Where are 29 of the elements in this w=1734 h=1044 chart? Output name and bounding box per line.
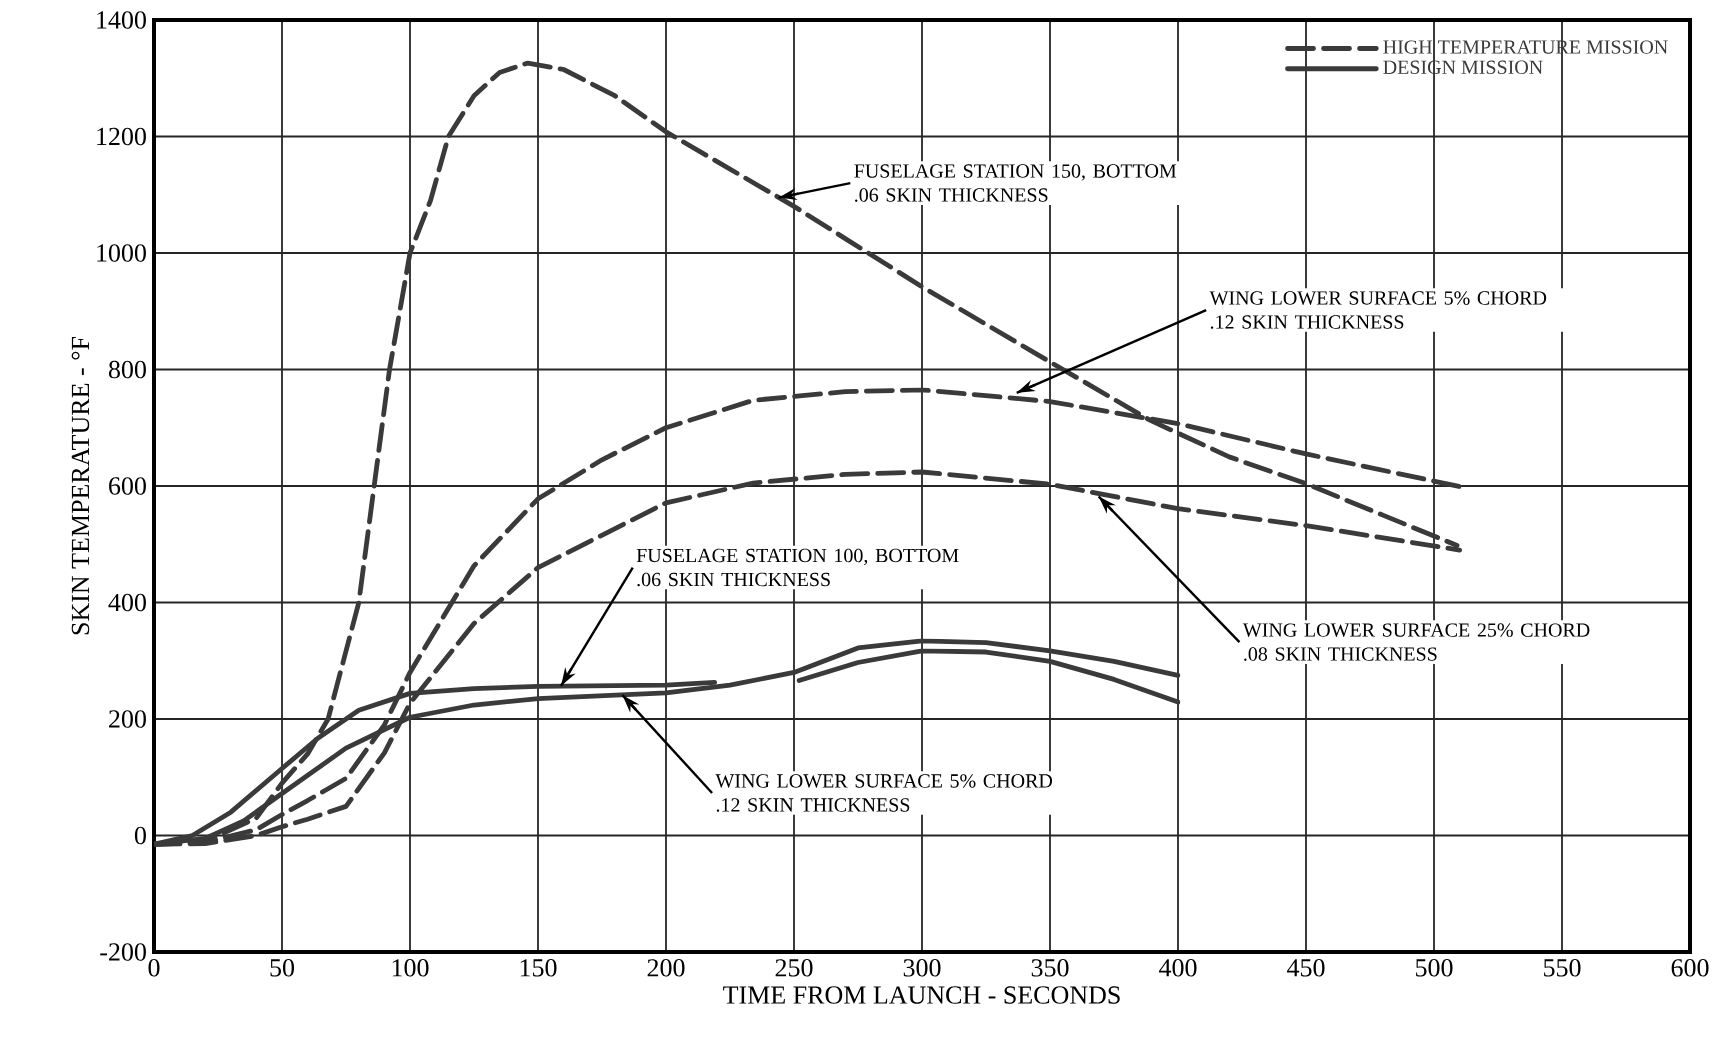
x-tick-label: 400	[1159, 959, 1197, 977]
y-tick-label: 1400	[97, 11, 146, 29]
x-tick-label: 600	[1671, 959, 1709, 977]
y-tick-label: 1200	[97, 127, 146, 146]
y-tick-label: 600	[109, 477, 146, 495]
x-tick-label: 200	[647, 959, 685, 977]
annotation: WING LOWER SURFACE 25% CHORD .08 SKIN THICKNESS	[1242, 623, 1590, 661]
annotation: WING LOWER SURFACE 5% CHORD .12 SKIN THICKNESS	[715, 774, 1053, 812]
y-tick-label: 400	[108, 593, 146, 612]
x-tick-label: 350	[1031, 959, 1069, 977]
y-tick-label: 1000	[97, 244, 146, 262]
annotation: FUSELAGE STATION 100, BOTTOM .06 SKIN THICKNESS	[636, 548, 959, 587]
x-tick-label: 50	[270, 959, 295, 977]
y-tick-label: 200	[109, 710, 146, 728]
x-tick-label: 500	[1416, 959, 1453, 977]
x-tick-label: 300	[903, 959, 941, 977]
x-tick-label: 250	[775, 959, 813, 977]
y-tick-label: 0	[134, 826, 146, 845]
x-axis-title: TIME FROM LAUNCH - SECONDS	[723, 986, 1120, 1004]
annotation: FUSELAGE STATION 150, BOTTOM .06 SKIN THICKNESS	[854, 164, 1177, 202]
y-tick-label: 800	[108, 360, 146, 379]
x-tick-label: 0	[148, 959, 160, 977]
y-tick-label: -200	[100, 943, 146, 961]
x-tick-label: 550	[1544, 959, 1581, 977]
x-tick-label: 450	[1287, 959, 1325, 977]
x-tick-label: 100	[392, 959, 429, 977]
y-axis-title: SKIN TEMPERATURE - °F	[71, 336, 90, 635]
x-tick-label: 150	[520, 959, 557, 977]
annotation: WING LOWER SURFACE 5% CHORD .12 SKIN THICKNESS	[1209, 291, 1547, 329]
